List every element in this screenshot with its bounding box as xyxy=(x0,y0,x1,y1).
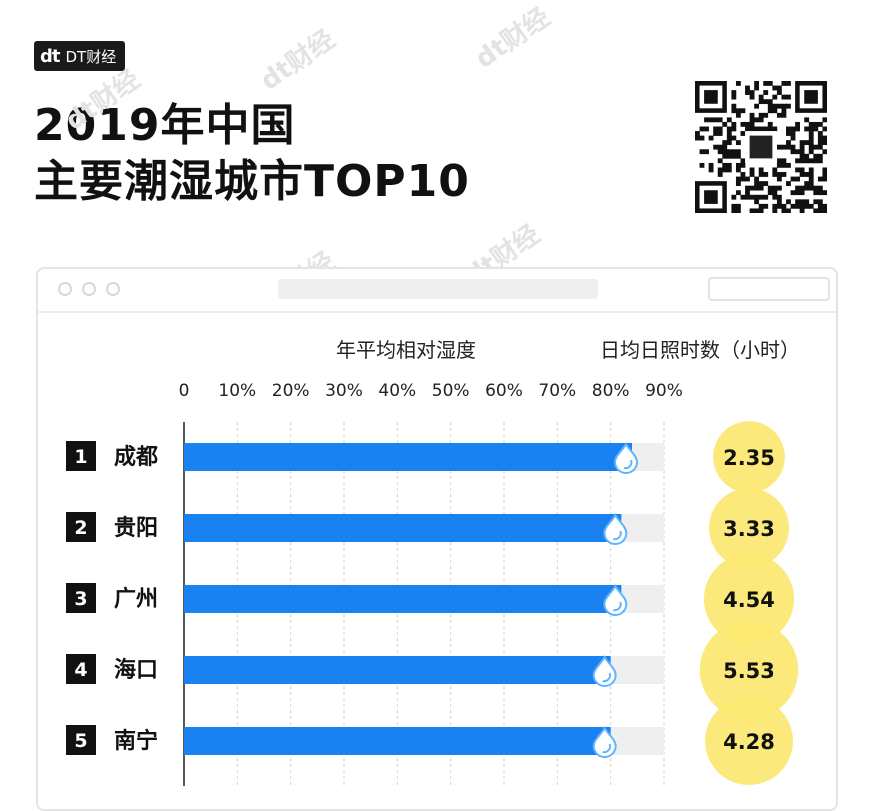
rank-number: 2 xyxy=(74,517,87,539)
humidity-bar xyxy=(184,585,622,613)
sunshine-bubble xyxy=(705,697,793,785)
humidity-bar xyxy=(184,656,611,684)
water-drop-icon xyxy=(592,725,617,758)
city-label: 成都 xyxy=(114,445,158,470)
brand-logo: dt xyxy=(40,45,60,67)
x-tick-label: 50% xyxy=(432,381,470,401)
rank-badge xyxy=(66,583,96,613)
water-drop-highlight xyxy=(613,530,622,541)
rank-number: 4 xyxy=(74,659,87,681)
water-drop-icon xyxy=(603,583,628,616)
window-maximize-icon xyxy=(106,282,120,296)
qr-code xyxy=(695,81,827,213)
address-bar xyxy=(278,279,598,299)
rank-badge xyxy=(66,441,96,471)
brand-name: DT财经 xyxy=(65,47,117,66)
window-logo-icon xyxy=(708,277,830,301)
city-label: 海口 xyxy=(114,657,158,683)
humidity-bar xyxy=(184,443,632,471)
page-title: 2019年中国 主要潮湿城市TOP10 xyxy=(34,98,470,210)
sunshine-value: 5.53 xyxy=(723,659,775,683)
x-tick-label: 20% xyxy=(272,381,310,401)
humidity-bar xyxy=(184,514,622,542)
x-tick-label: 30% xyxy=(325,381,363,401)
window-close-icon xyxy=(58,282,72,296)
x-tick-label: 40% xyxy=(378,381,416,401)
water-drop-highlight xyxy=(623,459,633,470)
brand-badge: dt DT财经 xyxy=(34,41,126,71)
x-tick-label: 10% xyxy=(218,381,256,401)
water-drop-highlight xyxy=(602,743,612,754)
city-label: 南宁 xyxy=(114,728,158,754)
sunshine-title: 日均日照时数（小时） xyxy=(600,338,800,362)
sunshine-value: 4.54 xyxy=(723,588,775,612)
rank-number: 1 xyxy=(74,446,87,468)
x-tick-label: 90% xyxy=(645,381,683,401)
x-tick-label: 60% xyxy=(485,381,523,401)
x-tick-label: 80% xyxy=(592,381,630,401)
water-drop-highlight xyxy=(613,601,622,612)
title-line-2: 主要潮湿城市TOP10 xyxy=(34,156,470,207)
x-tick-label: 0 xyxy=(179,381,190,401)
sunshine-bubble xyxy=(713,421,785,493)
x-axis-title: 年平均相对湿度 xyxy=(336,338,476,362)
rank-number: 3 xyxy=(74,588,87,610)
qr-center-logo xyxy=(749,135,773,159)
sunshine-value: 3.33 xyxy=(723,517,775,541)
title-line-1: 2019年中国 xyxy=(34,100,296,151)
sunshine-bubble xyxy=(699,620,799,720)
humidity-bar xyxy=(184,727,611,755)
sunshine-value: 2.35 xyxy=(723,446,775,470)
rank-badge xyxy=(66,654,96,684)
rank-number: 5 xyxy=(74,730,87,752)
water-drop-icon xyxy=(613,441,639,474)
sunshine-bubble xyxy=(703,553,795,645)
sunshine-value: 4.28 xyxy=(723,730,775,754)
water-drop-icon xyxy=(603,512,628,545)
humidity-chart: 0 10% 20% 30% 40% 50% 60% 70% 80% 90% 1 成都 2.35 2 贵阳 3.… xyxy=(66,381,799,786)
city-label: 广州 xyxy=(114,586,158,612)
rank-badge xyxy=(66,512,96,542)
city-label: 贵阳 xyxy=(114,516,158,541)
window-minimize-icon xyxy=(82,282,96,296)
rank-badge xyxy=(66,725,96,755)
window-titlebar xyxy=(38,269,836,313)
water-drop-highlight xyxy=(602,672,612,683)
water-drop-icon xyxy=(592,654,617,687)
sunshine-bubble xyxy=(709,488,789,568)
x-tick-label: 70% xyxy=(538,381,576,401)
